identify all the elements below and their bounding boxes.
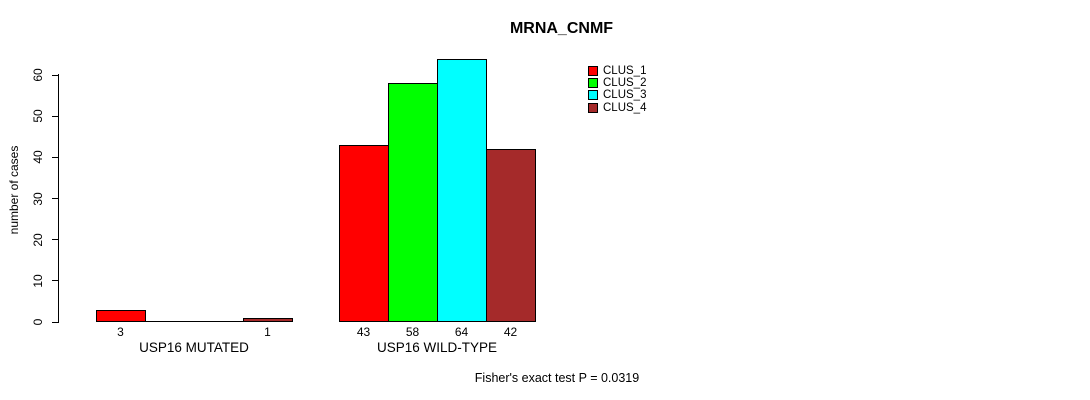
bar-clus_4-wild-type xyxy=(486,149,536,322)
bar-value-label: 58 xyxy=(405,325,420,339)
legend-label: CLUS_4 xyxy=(603,101,647,114)
bar-clus_1-wild-type xyxy=(339,144,389,322)
legend-item: CLUS_1 xyxy=(588,65,646,77)
legend-label: CLUS_1 xyxy=(603,65,647,77)
bar-value-label: 42 xyxy=(503,325,518,339)
y-tick-label: 50 xyxy=(31,109,45,123)
y-tick-mark xyxy=(52,280,59,282)
y-tick-mark xyxy=(52,198,59,199)
bar-value-label: 3 xyxy=(117,325,124,339)
legend-item: CLUS_2 xyxy=(588,77,646,89)
y-tick-mark xyxy=(52,115,59,117)
legend-swatch-clus_1 xyxy=(588,66,598,76)
y-tick-mark xyxy=(52,74,59,76)
fisher-test-annotation: Fisher's exact test P = 0.0319 xyxy=(474,371,640,385)
legend-label: CLUS_3 xyxy=(603,89,647,102)
legend-item: CLUS_3 xyxy=(588,89,646,101)
bar-clus_4-mutated xyxy=(243,317,293,322)
group-baseline xyxy=(96,321,293,322)
y-tick-mark xyxy=(52,239,59,241)
y-tick-mark xyxy=(52,321,59,323)
bar-clus_2-wild-type xyxy=(388,83,438,322)
bar-value-label: 1 xyxy=(264,325,271,339)
bar-value-label: 64 xyxy=(454,325,469,339)
group-label: USP16 WILD-TYPE xyxy=(376,340,498,355)
legend-item: CLUS_4 xyxy=(588,102,646,114)
y-axis-label: number of cases xyxy=(7,145,21,235)
bar-clus_3-wild-type xyxy=(437,58,487,322)
y-tick-mark xyxy=(52,156,59,158)
bar-clus_1-mutated xyxy=(96,309,146,322)
y-tick-label: 0 xyxy=(31,318,45,326)
legend-swatch-clus_2 xyxy=(588,78,598,89)
legend-swatch-clus_3 xyxy=(588,90,598,101)
y-tick-label: 20 xyxy=(31,232,45,247)
y-tick-label: 10 xyxy=(31,274,45,288)
y-tick-label: 40 xyxy=(31,150,45,165)
y-tick-label: 30 xyxy=(31,191,45,206)
legend-label: CLUS_2 xyxy=(603,77,647,90)
chart-title: MRNA_CNMF xyxy=(509,20,614,37)
group-label: USP16 MUTATED xyxy=(139,340,249,355)
bar-value-label: 43 xyxy=(356,325,371,339)
y-tick-label: 60 xyxy=(31,68,45,82)
legend-swatch-clus_4 xyxy=(588,102,598,113)
